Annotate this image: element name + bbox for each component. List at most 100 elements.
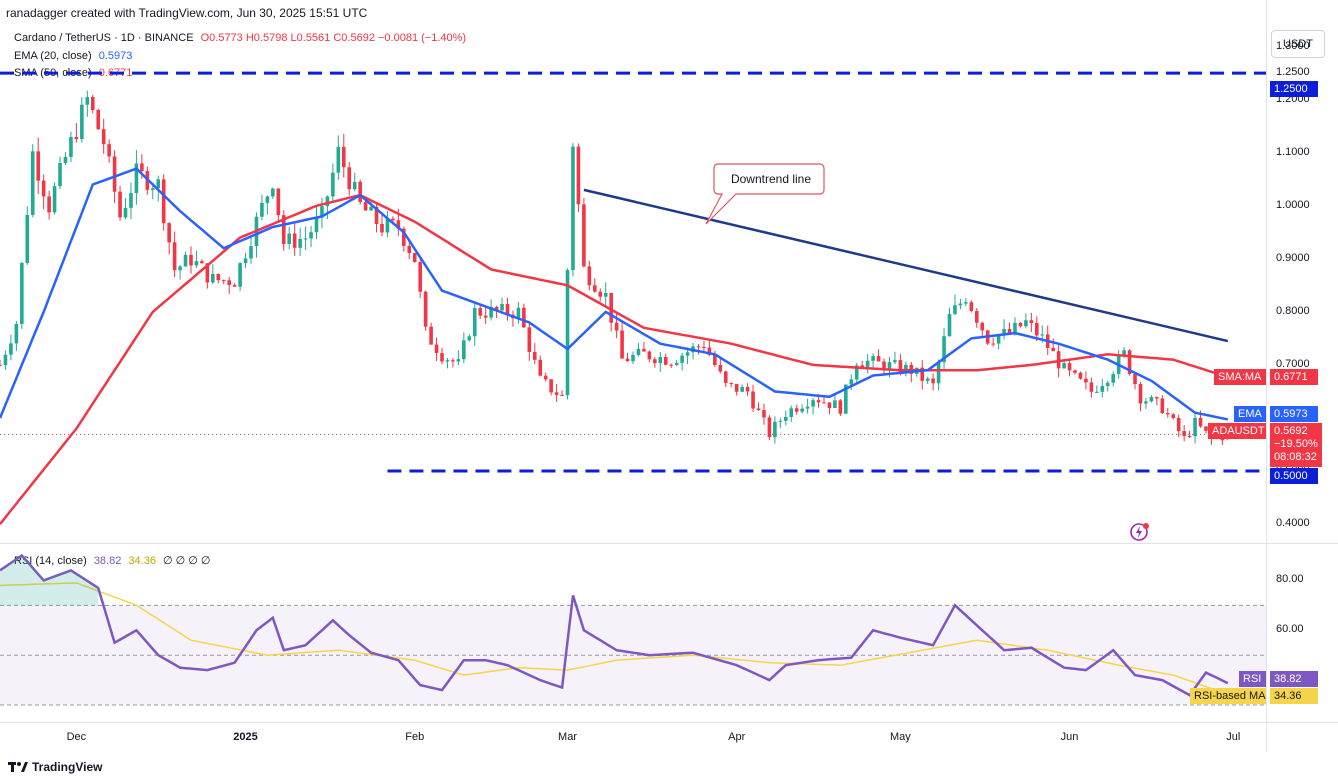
- candle-body[interactable]: [625, 358, 630, 362]
- candle-body[interactable]: [925, 378, 930, 381]
- candle-body[interactable]: [320, 206, 324, 218]
- candle-body[interactable]: [794, 408, 799, 412]
- candle-body[interactable]: [816, 400, 821, 403]
- candle-body[interactable]: [200, 261, 204, 264]
- candle-body[interactable]: [309, 232, 313, 239]
- candle-body[interactable]: [762, 410, 766, 418]
- candle-body[interactable]: [232, 284, 237, 287]
- candle-body[interactable]: [576, 146, 581, 205]
- candle-body[interactable]: [1095, 391, 1099, 393]
- candle-body[interactable]: [9, 343, 13, 355]
- candle-body[interactable]: [260, 202, 264, 217]
- candle-body[interactable]: [3, 354, 8, 366]
- candle-body[interactable]: [789, 408, 794, 417]
- candle-body[interactable]: [582, 204, 586, 267]
- candle-body[interactable]: [603, 292, 608, 297]
- candle-body[interactable]: [303, 238, 308, 240]
- candle-body[interactable]: [549, 379, 553, 393]
- candle-body[interactable]: [211, 274, 215, 283]
- candle-body[interactable]: [221, 280, 226, 282]
- candle-body[interactable]: [52, 186, 57, 213]
- candle-body[interactable]: [129, 193, 133, 208]
- downtrend-line[interactable]: [583, 188, 1229, 343]
- candle-body[interactable]: [1007, 328, 1012, 334]
- candle-body[interactable]: [402, 228, 406, 246]
- candle-body[interactable]: [893, 360, 897, 363]
- candle-body[interactable]: [653, 359, 657, 364]
- alert-bolt-icon[interactable]: [1128, 520, 1152, 544]
- rsi-legend[interactable]: RSI (14, close) 38.82 34.36 ∅ ∅ ∅ ∅: [14, 554, 211, 567]
- candle-body[interactable]: [647, 351, 652, 360]
- candle-body[interactable]: [347, 167, 352, 190]
- candle-body[interactable]: [1122, 350, 1126, 356]
- candle-body[interactable]: [565, 270, 570, 396]
- candle-body[interactable]: [838, 400, 843, 414]
- candle-body[interactable]: [887, 362, 892, 371]
- candle-body[interactable]: [773, 421, 777, 438]
- candle-body[interactable]: [276, 188, 281, 216]
- candle-body[interactable]: [833, 400, 837, 409]
- candle-body[interactable]: [734, 383, 739, 392]
- candle-body[interactable]: [107, 144, 111, 157]
- candle-body[interactable]: [554, 392, 559, 395]
- candle-body[interactable]: [516, 307, 521, 319]
- candle-body[interactable]: [63, 156, 68, 164]
- candle-body[interactable]: [140, 163, 144, 172]
- candle-body[interactable]: [947, 314, 952, 337]
- candle-body[interactable]: [865, 360, 870, 367]
- candle-body[interactable]: [472, 308, 477, 337]
- candle-body[interactable]: [194, 261, 199, 266]
- candle-body[interactable]: [631, 354, 635, 362]
- candle-body[interactable]: [1182, 431, 1186, 437]
- candle-body[interactable]: [462, 340, 466, 360]
- candle-body[interactable]: [860, 365, 864, 367]
- candle-body[interactable]: [287, 233, 292, 245]
- candle-body[interactable]: [216, 274, 221, 281]
- candle-body[interactable]: [292, 233, 297, 248]
- candle-body[interactable]: [800, 408, 804, 412]
- candle-body[interactable]: [363, 202, 368, 211]
- candle-body[interactable]: [429, 326, 433, 345]
- candle-body[interactable]: [467, 336, 472, 341]
- candle-body[interactable]: [265, 196, 270, 203]
- candle-body[interactable]: [898, 360, 903, 373]
- ema-legend[interactable]: EMA (20, close) 0.5973: [14, 50, 132, 62]
- candle-body[interactable]: [1187, 436, 1192, 438]
- candle-body[interactable]: [882, 361, 886, 371]
- candle-body[interactable]: [1133, 374, 1137, 385]
- candle-body[interactable]: [1149, 397, 1154, 402]
- candle-body[interactable]: [991, 343, 995, 345]
- candle-body[interactable]: [560, 394, 564, 396]
- candle-body[interactable]: [811, 400, 815, 407]
- candle-body[interactable]: [745, 387, 750, 392]
- candle-body[interactable]: [445, 360, 450, 362]
- candle-body[interactable]: [974, 310, 979, 323]
- candle-body[interactable]: [680, 355, 684, 363]
- candle-body[interactable]: [593, 285, 597, 292]
- candle-body[interactable]: [1198, 417, 1203, 427]
- candle-body[interactable]: [522, 307, 526, 328]
- candle-body[interactable]: [380, 223, 384, 233]
- candle-body[interactable]: [854, 365, 859, 380]
- candle-body[interactable]: [456, 359, 461, 362]
- candle-body[interactable]: [1105, 382, 1110, 387]
- candle-body[interactable]: [1100, 386, 1105, 392]
- candle-body[interactable]: [74, 136, 79, 140]
- candle-body[interactable]: [412, 253, 417, 263]
- candle-body[interactable]: [25, 214, 30, 263]
- sma50-line[interactable]: [0, 193, 1229, 525]
- candle-body[interactable]: [418, 262, 422, 292]
- rsi-line[interactable]: [0, 553, 1229, 697]
- candle-body[interactable]: [1176, 418, 1181, 432]
- candle-body[interactable]: [178, 266, 182, 271]
- rsi-ma-line[interactable]: [0, 582, 1229, 695]
- candle-body[interactable]: [385, 218, 390, 233]
- candle-body[interactable]: [249, 246, 253, 259]
- candle-body[interactable]: [172, 242, 177, 271]
- ema20-line[interactable]: [0, 167, 1229, 421]
- candle-body[interactable]: [1040, 334, 1045, 336]
- candle-body[interactable]: [751, 391, 755, 409]
- candle-body[interactable]: [20, 262, 24, 324]
- candle-body[interactable]: [101, 129, 106, 145]
- candle-body[interactable]: [783, 416, 788, 421]
